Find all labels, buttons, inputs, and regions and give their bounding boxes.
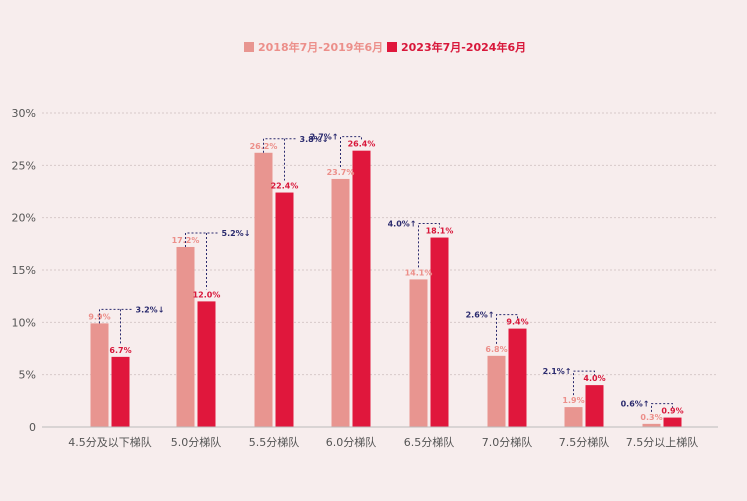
- bar-series-1: [331, 178, 350, 427]
- change-label: 5.2%↓: [222, 229, 251, 238]
- data-label-series-2: 26.4%: [348, 140, 376, 149]
- data-label-series-2: 4.0%: [583, 374, 605, 383]
- data-label-series-2: 18.1%: [426, 227, 454, 236]
- bar-series-2: [111, 356, 130, 427]
- data-label-series-1: 14.1%: [405, 268, 433, 277]
- x-tick-label: 5.5分梯队: [249, 435, 300, 449]
- y-tick-label: 5%: [19, 369, 36, 382]
- bar-series-2: [585, 385, 604, 427]
- data-label-series-1: 26.2%: [250, 142, 278, 151]
- x-tick-label: 5.0分梯队: [171, 435, 222, 449]
- change-connector: [99, 308, 134, 324]
- bar-series-2: [197, 301, 216, 427]
- legend-swatch-series-2: [387, 42, 397, 52]
- bar-series-2: [508, 328, 527, 427]
- data-label-series-2: 6.7%: [109, 346, 131, 355]
- change-label: 2.6%↑: [466, 311, 495, 320]
- bar-series-1: [642, 423, 661, 427]
- x-tick-label: 7.5分梯队: [559, 435, 610, 449]
- bar-series-2: [275, 192, 294, 427]
- bar-series-1: [564, 407, 583, 427]
- x-tick-label: 6.0分梯队: [326, 435, 377, 449]
- change-label: 4.0%↑: [388, 220, 417, 229]
- y-tick-label: 20%: [12, 212, 36, 225]
- bar-series-1: [409, 279, 428, 427]
- legend-swatch-series-1: [244, 42, 254, 52]
- legend-label-series-1: 2018年7月-2019年6月: [258, 40, 383, 54]
- data-label-series-2: 9.4%: [506, 318, 528, 327]
- bars: 9.9% 6.7% 17.2% 12.0% 26.2% 22.4% 23.7% 26.4% 14…: [88, 140, 684, 428]
- y-tick-label: 30%: [12, 107, 36, 120]
- y-tick-label: 0: [29, 421, 36, 434]
- bar-series-1: [254, 152, 273, 428]
- x-tick-label: 7.0分梯队: [482, 435, 533, 449]
- legend: 2018年7月-2019年6月 2023年7月-2024年6月: [244, 40, 526, 54]
- bar-series-2: [352, 150, 371, 427]
- bar-series-1: [487, 355, 506, 427]
- x-tick-label: 7.5分以上梯队: [626, 435, 699, 449]
- change-connector: [185, 232, 220, 247]
- y-axis: 0 5% 10% 15% 20% 25% 30%: [12, 107, 36, 434]
- data-label-series-1: 23.7%: [327, 168, 355, 177]
- change-connector: [340, 136, 362, 167]
- x-tick-label: 6.5分梯队: [404, 435, 455, 449]
- change-annotations: 3.2%↓ 5.2%↓ 3.8%↓2.7%↑ 4.0%↑ 2.6%↑ 2.1%↑ 0.6%↑: [99, 133, 673, 412]
- data-label-series-1: 6.8%: [485, 345, 507, 354]
- x-axis: 4.5分及以下梯队 5.0分梯队 5.5分梯队 6.0分梯队 6.5分梯队 7.0分梯队 7…: [42, 426, 718, 449]
- y-tick-label: 25%: [12, 159, 36, 172]
- change-label: 3.8%↓: [300, 135, 329, 144]
- data-label-series-1: 9.9%: [88, 312, 110, 321]
- y-tick-label: 15%: [12, 264, 36, 277]
- x-tick-label: 4.5分及以下梯队: [68, 435, 152, 449]
- data-label-series-2: 22.4%: [271, 182, 299, 191]
- gridlines: [42, 112, 718, 376]
- data-label-series-2: 0.9%: [661, 407, 683, 416]
- change-connector: [418, 223, 440, 268]
- data-label-series-1: 0.3%: [640, 413, 662, 422]
- y-tick-label: 10%: [12, 316, 36, 329]
- data-label-series-1: 17.2%: [172, 236, 200, 245]
- bar-series-2: [663, 417, 682, 427]
- change-connector: [651, 403, 673, 412]
- change-connector: [263, 138, 298, 153]
- change-label: 2.7%↑: [310, 133, 339, 142]
- change-label: 2.1%↑: [543, 367, 572, 376]
- data-label-series-1: 1.9%: [562, 396, 584, 405]
- bar-series-1: [176, 246, 195, 427]
- data-label-series-2: 12.0%: [193, 290, 221, 299]
- change-label: 3.2%↓: [136, 305, 165, 314]
- change-label: 0.6%↑: [621, 400, 650, 409]
- bar-series-2: [430, 237, 449, 427]
- legend-label-series-2: 2023年7月-2024年6月: [401, 40, 526, 54]
- change-connector: [496, 314, 518, 344]
- bar-series-1: [90, 323, 109, 427]
